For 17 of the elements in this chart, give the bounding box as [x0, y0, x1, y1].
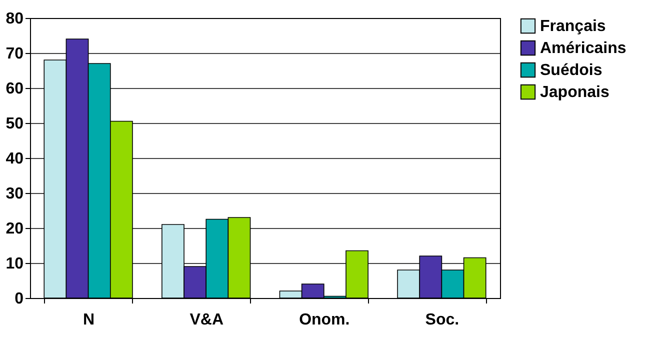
legend-label: Américains: [540, 40, 626, 57]
y-tick-label: 60: [6, 80, 24, 98]
legend-label: Japonais: [540, 84, 610, 101]
y-tick-label: 0: [14, 290, 24, 308]
x-tick-label: V&A: [190, 312, 224, 328]
x-tick-label: Onom.: [299, 312, 350, 328]
x-tick-label: N: [83, 312, 95, 328]
y-tick-label: 10: [6, 256, 24, 272]
y-tick-label: 50: [6, 116, 24, 132]
y-tick-label: 70: [6, 46, 24, 62]
y-tick-label: 30: [6, 186, 24, 202]
y-tick-label: 80: [6, 10, 24, 28]
y-tick-label: 20: [6, 220, 24, 238]
legend-label: Français: [540, 18, 606, 35]
x-tick-label: Soc.: [425, 312, 460, 328]
legend-label: Suédois: [540, 62, 602, 79]
y-tick-label: 40: [6, 150, 24, 168]
